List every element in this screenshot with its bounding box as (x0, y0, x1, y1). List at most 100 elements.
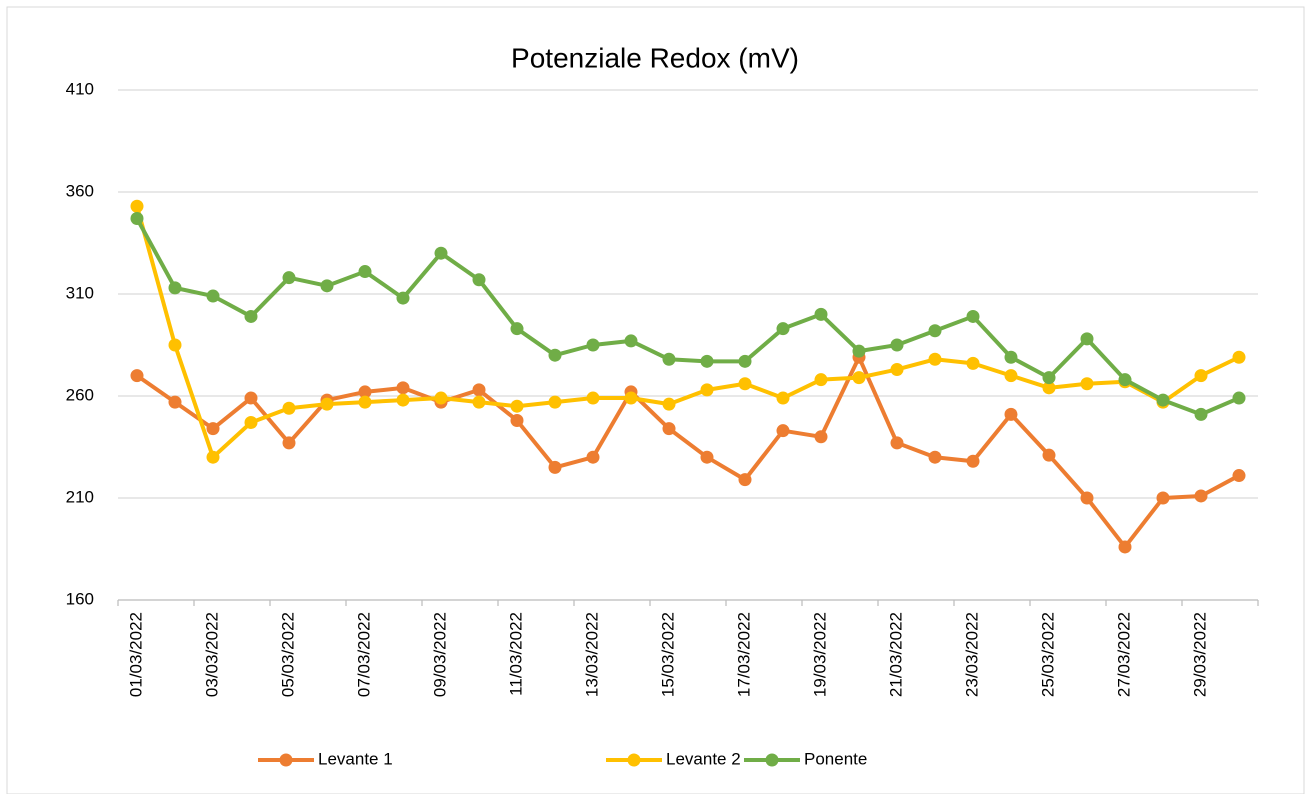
data-point (624, 391, 638, 405)
data-point (738, 354, 752, 368)
x-tick-label: 05/03/2022 (278, 612, 297, 697)
data-point (738, 473, 752, 487)
data-point (130, 369, 144, 383)
data-point (1232, 350, 1246, 364)
y-tick-label: 310 (66, 283, 94, 302)
data-point (548, 460, 562, 474)
x-tick-label: 15/03/2022 (658, 612, 677, 697)
data-point (1080, 377, 1094, 391)
data-point (396, 291, 410, 305)
data-point (1194, 369, 1208, 383)
data-point (1042, 381, 1056, 395)
y-tick-label: 260 (66, 385, 94, 404)
legend-label: Levante 2 (666, 749, 741, 768)
data-point (814, 373, 828, 387)
data-point (358, 265, 372, 279)
data-point (206, 289, 220, 303)
data-point (548, 348, 562, 362)
data-point (510, 399, 524, 413)
data-point (814, 307, 828, 321)
data-point (966, 356, 980, 370)
chart-title: Potenziale Redox (mV) (511, 42, 799, 73)
data-point (928, 450, 942, 464)
data-point (738, 377, 752, 391)
data-point (586, 450, 600, 464)
data-point (1042, 448, 1056, 462)
x-tick-label: 29/03/2022 (1190, 612, 1209, 697)
data-point (168, 338, 182, 352)
data-point (966, 454, 980, 468)
data-point (130, 212, 144, 226)
data-point (662, 352, 676, 366)
data-point (586, 338, 600, 352)
data-point (168, 281, 182, 295)
data-point (852, 344, 866, 358)
data-point (206, 422, 220, 436)
data-point (472, 383, 486, 397)
data-point (282, 271, 296, 285)
data-point (662, 422, 676, 436)
data-point (396, 393, 410, 407)
data-point (548, 395, 562, 409)
data-point (510, 322, 524, 336)
data-point (700, 450, 714, 464)
data-point (852, 371, 866, 385)
x-tick-label: 21/03/2022 (886, 612, 905, 697)
data-point (776, 322, 790, 336)
data-point (206, 450, 220, 464)
data-point (472, 273, 486, 287)
y-tick-label: 410 (66, 79, 94, 98)
data-point (700, 354, 714, 368)
x-tick-label: 17/03/2022 (734, 612, 753, 697)
data-point (1080, 491, 1094, 505)
data-point (1194, 407, 1208, 421)
data-point (1232, 391, 1246, 405)
x-tick-label: 19/03/2022 (810, 612, 829, 697)
data-point (890, 338, 904, 352)
y-tick-label: 160 (66, 589, 94, 608)
data-point (1118, 540, 1132, 554)
data-point (358, 395, 372, 409)
data-point (1156, 491, 1170, 505)
data-point (130, 199, 144, 213)
data-point (1004, 369, 1018, 383)
data-point (396, 381, 410, 395)
data-point (1194, 489, 1208, 503)
data-point (662, 397, 676, 411)
x-tick-label: 23/03/2022 (962, 612, 981, 697)
data-point (282, 401, 296, 415)
x-tick-label: 27/03/2022 (1114, 612, 1133, 697)
y-tick-label: 360 (66, 181, 94, 200)
data-point (244, 309, 258, 323)
data-point (890, 436, 904, 450)
x-tick-label: 11/03/2022 (506, 612, 525, 696)
legend-label: Ponente (804, 749, 867, 768)
data-point (966, 309, 980, 323)
data-point (168, 395, 182, 409)
data-point (244, 416, 258, 430)
data-point (1042, 371, 1056, 385)
data-point (1004, 350, 1018, 364)
data-point (586, 391, 600, 405)
series-line (135, 355, 1240, 549)
x-tick-label: 09/03/2022 (430, 612, 449, 697)
x-tick-label: 25/03/2022 (1038, 612, 1057, 697)
data-point (244, 391, 258, 405)
x-tick-label: 01/03/2022 (126, 612, 145, 697)
x-tick-label: 07/03/2022 (354, 612, 373, 697)
legend-marker (279, 753, 293, 767)
data-point (434, 391, 448, 405)
data-point (358, 385, 372, 399)
data-point (776, 424, 790, 438)
data-point (776, 391, 790, 405)
data-point (928, 324, 942, 338)
data-point (1232, 469, 1246, 483)
data-point (320, 397, 334, 411)
x-tick-label: 03/03/2022 (202, 612, 221, 697)
data-point (1118, 373, 1132, 387)
legend-label: Levante 1 (318, 749, 393, 768)
data-point (434, 246, 448, 260)
legend-marker (765, 753, 779, 767)
data-point (814, 430, 828, 444)
